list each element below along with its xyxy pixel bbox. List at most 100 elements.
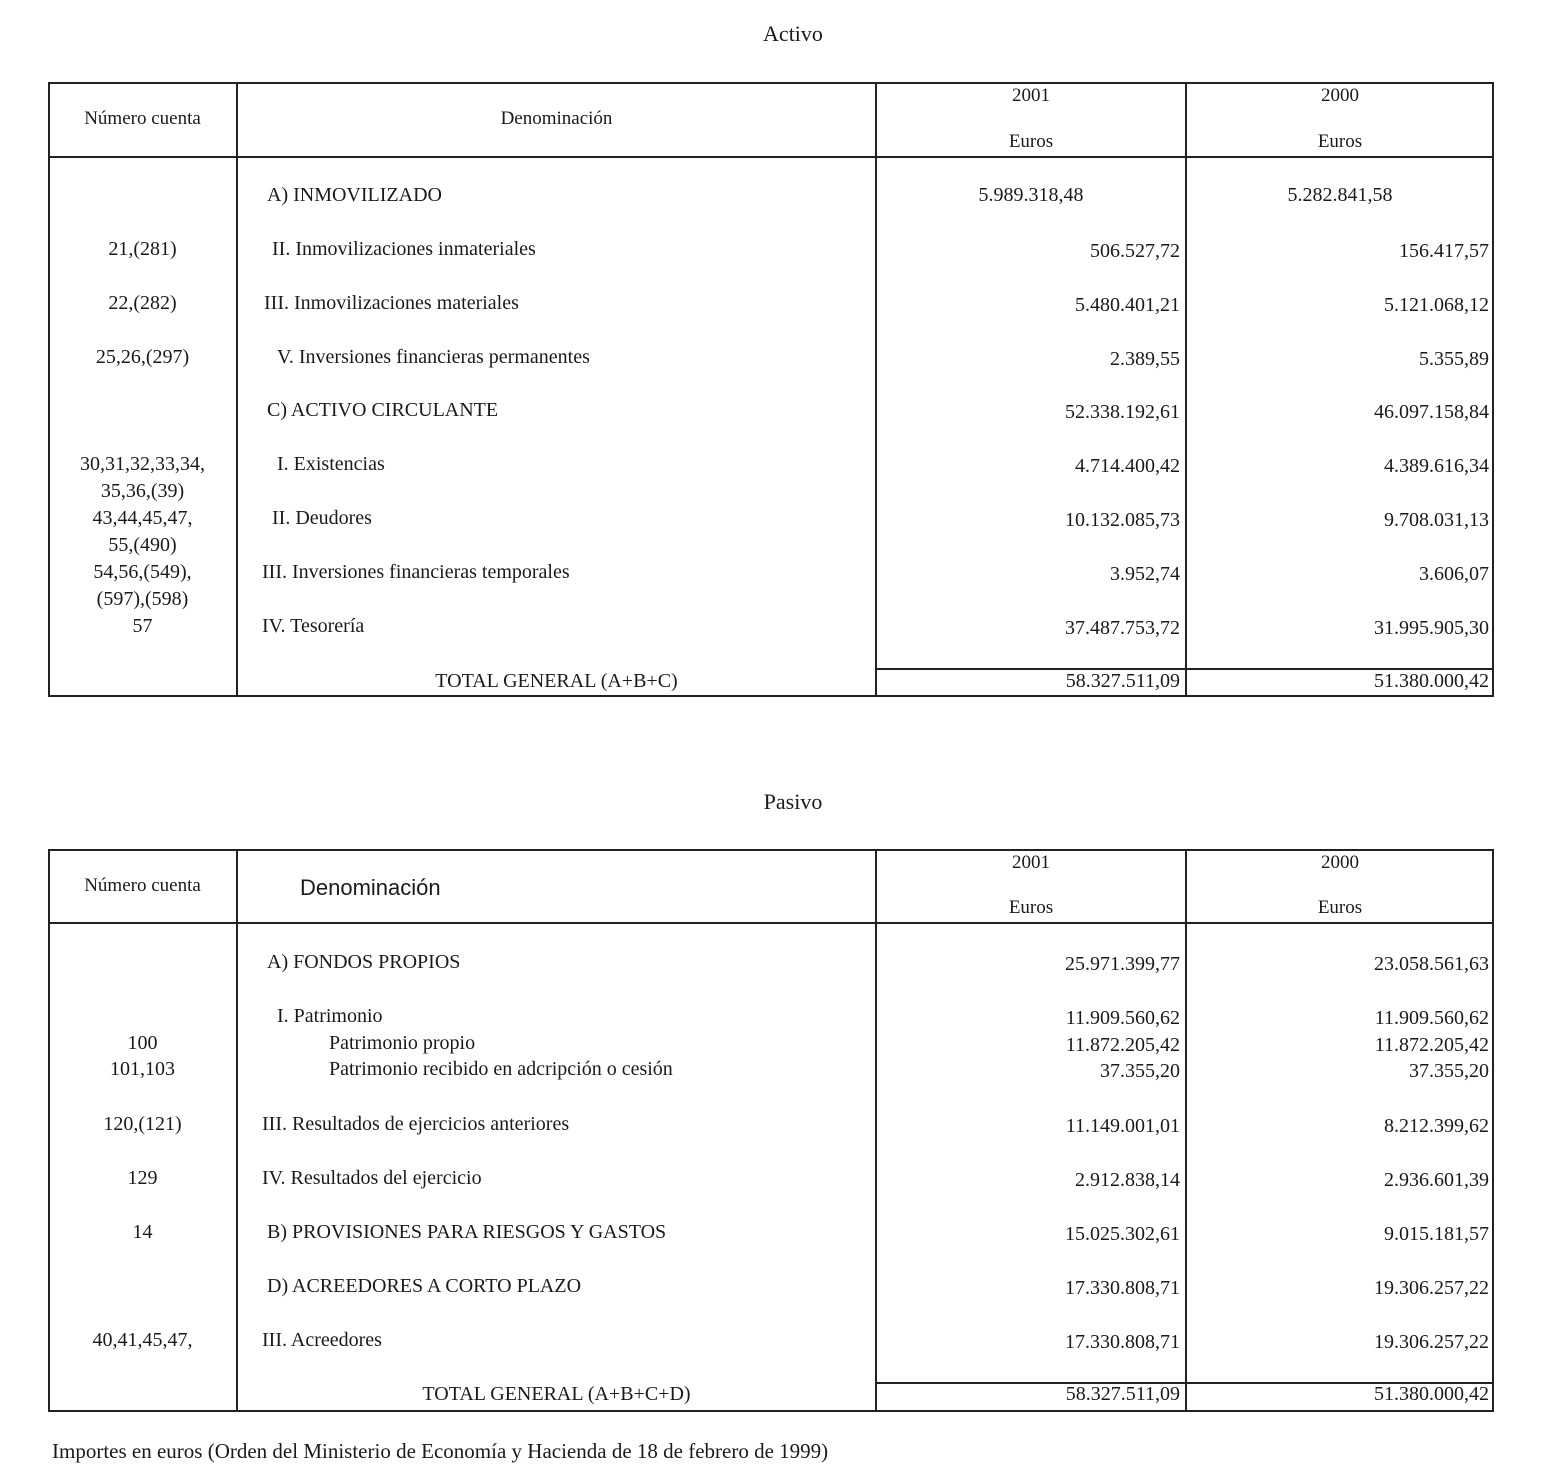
activo-section-title: Activo bbox=[763, 21, 823, 46]
pasivo-account-number: 14 bbox=[132, 1221, 153, 1243]
pasivo-value-2000: 8.212.399,62 bbox=[1384, 1115, 1489, 1137]
pasivo-header-year-2000: 2000 bbox=[1321, 852, 1359, 873]
column-divider bbox=[1185, 82, 1187, 697]
header-divider bbox=[48, 156, 1494, 158]
activo-account-number-cont: 35,36,(39) bbox=[100, 480, 185, 502]
pasivo-header-account: Número cuenta bbox=[84, 874, 201, 896]
activo-account-number: 21,(281) bbox=[108, 238, 177, 260]
activo-value-2000: 4.389.616,34 bbox=[1384, 455, 1489, 477]
activo-total-2000: 51.380.000,42 bbox=[1374, 670, 1489, 692]
total-divider bbox=[876, 668, 1494, 670]
pasivo-row-label: Patrimonio recibido en adcripción o cesi… bbox=[329, 1058, 673, 1080]
activo-value-2000: 31.995.905,30 bbox=[1374, 617, 1489, 639]
pasivo-value-2001: 11.149.001,01 bbox=[1065, 1115, 1180, 1137]
activo-row-label: V. Inversiones financieras permanentes bbox=[277, 346, 590, 368]
activo-row-label: III. Inmovilizaciones materiales bbox=[264, 292, 519, 314]
pasivo-value-2001: 17.330.808,71 bbox=[1065, 1331, 1180, 1353]
activo-value-2001: 2.389,55 bbox=[1110, 348, 1180, 370]
activo-value-2001: 5.480.401,21 bbox=[1075, 294, 1180, 316]
pasivo-header-unit-2000: Euros bbox=[1317, 897, 1363, 918]
pasivo-value-2001: 17.330.808,71 bbox=[1065, 1277, 1180, 1299]
column-divider bbox=[236, 82, 238, 697]
pasivo-account-number: 100 bbox=[127, 1032, 158, 1054]
pasivo-value-2001: 15.025.302,61 bbox=[1065, 1223, 1180, 1245]
activo-value-2001: 4.714.400,42 bbox=[1075, 455, 1180, 477]
pasivo-account-number: 101,103 bbox=[110, 1058, 175, 1080]
column-divider bbox=[875, 849, 877, 1412]
activo-header-year-2001: 2001 bbox=[1012, 85, 1050, 106]
pasivo-value-2000: 11.872.205,42 bbox=[1374, 1034, 1489, 1056]
total-divider bbox=[876, 1382, 1494, 1384]
pasivo-total-2001: 58.327.511,09 bbox=[1065, 1383, 1180, 1405]
pasivo-row-label: D) ACREEDORES A CORTO PLAZO bbox=[267, 1275, 582, 1297]
activo-value-2001: 52.338.192,61 bbox=[1065, 401, 1180, 423]
pasivo-value-2001: 25.971.399,77 bbox=[1065, 953, 1180, 975]
pasivo-total-2000: 51.380.000,42 bbox=[1374, 1383, 1489, 1405]
footnote: Importes en euros (Orden del Ministerio … bbox=[52, 1439, 829, 1463]
pasivo-value-2001: 2.912.838,14 bbox=[1075, 1169, 1180, 1191]
activo-account-number: 57 bbox=[132, 615, 153, 637]
activo-account-number: 22,(282) bbox=[108, 292, 177, 314]
pasivo-value-2000: 11.909.560,62 bbox=[1374, 1007, 1489, 1029]
header-divider bbox=[48, 922, 1494, 924]
activo-row-label: I. Existencias bbox=[277, 453, 385, 475]
pasivo-value-2001: 11.872.205,42 bbox=[1065, 1034, 1180, 1056]
pasivo-value-2000: 9.015.181,57 bbox=[1384, 1223, 1489, 1245]
activo-table bbox=[48, 82, 1494, 697]
pasivo-row-label: Patrimonio propio bbox=[329, 1032, 476, 1054]
activo-value-2001: 5.989.318,48 bbox=[978, 184, 1084, 206]
activo-value-2001: 506.527,72 bbox=[1090, 240, 1180, 262]
activo-total-2001: 58.327.511,09 bbox=[1065, 670, 1180, 692]
pasivo-value-2000: 2.936.601,39 bbox=[1384, 1169, 1489, 1191]
activo-header-year-2000: 2000 bbox=[1321, 85, 1359, 106]
pasivo-value-2000: 37.355,20 bbox=[1409, 1060, 1489, 1082]
activo-row-label: IV. Tesorería bbox=[262, 615, 365, 637]
pasivo-account-number: 129 bbox=[127, 1167, 158, 1189]
activo-row-label: II. Inmovilizaciones inmateriales bbox=[272, 238, 536, 260]
activo-total-label: TOTAL GENERAL (A+B+C) bbox=[435, 670, 678, 692]
pasivo-value-2001: 11.909.560,62 bbox=[1065, 1007, 1180, 1029]
pasivo-header-name: Denominación bbox=[300, 874, 441, 900]
activo-account-number: 25,26,(297) bbox=[95, 346, 190, 368]
activo-value-2000: 46.097.158,84 bbox=[1374, 401, 1489, 423]
activo-row-label: III. Inversiones financieras temporales bbox=[262, 561, 570, 583]
activo-account-number-cont: 55,(490) bbox=[108, 534, 177, 556]
activo-header-name: Denominación bbox=[500, 108, 613, 129]
activo-row-label: II. Deudores bbox=[272, 507, 372, 529]
activo-header-account: Número cuenta bbox=[84, 108, 201, 129]
pasivo-account-number: 40,41,45,47, bbox=[92, 1329, 193, 1351]
activo-value-2000: 5.121.068,12 bbox=[1384, 294, 1489, 316]
activo-row-label: C) ACTIVO CIRCULANTE bbox=[267, 399, 499, 421]
activo-header-unit-2001: Euros bbox=[1008, 131, 1054, 152]
activo-account-number: 54,56,(549), bbox=[93, 561, 192, 583]
activo-header-unit-2000: Euros bbox=[1317, 131, 1363, 152]
pasivo-row-label: III. Resultados de ejercicios anteriores bbox=[262, 1113, 570, 1135]
pasivo-value-2000: 19.306.257,22 bbox=[1374, 1277, 1489, 1299]
activo-value-2001: 10.132.085,73 bbox=[1065, 509, 1180, 531]
pasivo-value-2000: 19.306.257,22 bbox=[1374, 1331, 1489, 1353]
activo-value-2000: 156.417,57 bbox=[1399, 240, 1489, 262]
activo-value-2000: 5.282.841,58 bbox=[1287, 184, 1393, 206]
pasivo-row-label: I. Patrimonio bbox=[277, 1005, 383, 1027]
activo-value-2000: 3.606,07 bbox=[1419, 563, 1489, 585]
activo-value-2000: 9.708.031,13 bbox=[1384, 509, 1489, 531]
pasivo-table bbox=[48, 849, 1494, 1412]
pasivo-header-unit-2001: Euros bbox=[1008, 897, 1054, 918]
activo-account-number-cont: (597),(598) bbox=[96, 588, 189, 610]
pasivo-row-label: III. Acreedores bbox=[262, 1329, 382, 1351]
activo-account-number: 30,31,32,33,34, bbox=[80, 453, 205, 475]
pasivo-value-2001: 37.355,20 bbox=[1100, 1060, 1180, 1082]
pasivo-header-year-2001: 2001 bbox=[1012, 852, 1050, 873]
activo-value-2001: 37.487.753,72 bbox=[1065, 617, 1180, 639]
activo-value-2001: 3.952,74 bbox=[1110, 563, 1180, 585]
activo-value-2000: 5.355,89 bbox=[1419, 348, 1489, 370]
column-divider bbox=[1185, 849, 1187, 1412]
column-divider bbox=[236, 849, 238, 1412]
pasivo-row-label: IV. Resultados del ejercicio bbox=[262, 1167, 482, 1189]
pasivo-section-title: Pasivo bbox=[763, 789, 823, 814]
activo-row-label: A) INMOVILIZADO bbox=[267, 184, 442, 206]
column-divider bbox=[875, 82, 877, 697]
pasivo-row-label: B) PROVISIONES PARA RIESGOS Y GASTOS bbox=[267, 1221, 667, 1243]
pasivo-total-label: TOTAL GENERAL (A+B+C+D) bbox=[422, 1383, 691, 1405]
pasivo-value-2000: 23.058.561,63 bbox=[1374, 953, 1489, 975]
